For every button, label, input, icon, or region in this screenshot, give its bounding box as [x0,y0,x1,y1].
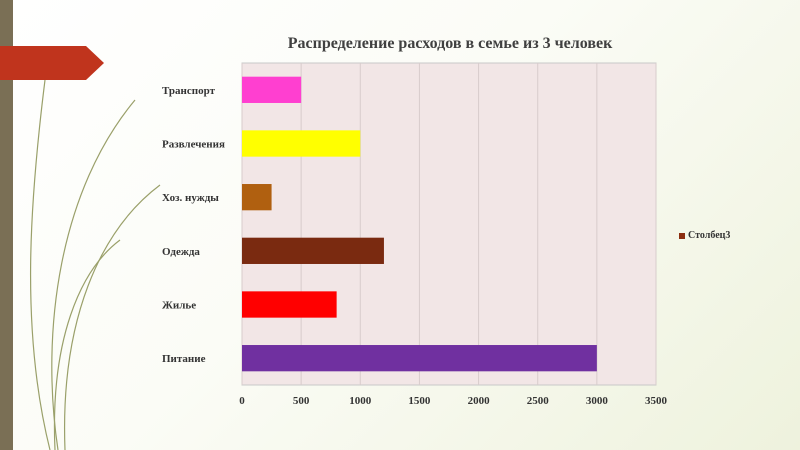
plot-area [241,62,657,386]
category-label: Жилье [162,300,196,312]
x-tick-label: 500 [293,395,310,407]
legend-label: Столбец3 [688,230,731,241]
x-tick-label: 3500 [645,395,668,407]
chart-title: Распределение расходов в семье из 3 чело… [287,35,613,52]
left-accent-strip [0,0,13,450]
x-tick-label: 3000 [586,395,609,407]
category-label: Питание [162,353,206,365]
legend-swatch [679,232,685,239]
bar [242,291,337,318]
red-arrow-banner [0,46,104,80]
category-label: Хоз. нужды [162,192,219,204]
category-label: Развлечения [162,139,225,151]
x-tick-label: 1500 [408,395,431,407]
category-label: Одежда [162,246,200,258]
bar [242,237,384,264]
x-tick-label: 2500 [527,395,550,407]
bar [242,76,302,103]
x-tick-label: 0 [239,395,245,407]
legend: Столбец3 [679,230,730,241]
x-tick-label: 2000 [468,395,491,407]
bar [242,130,361,157]
category-label: Транспорт [162,85,216,97]
bar [242,184,272,211]
x-tick-label: 1000 [349,395,372,407]
bar [242,345,597,372]
